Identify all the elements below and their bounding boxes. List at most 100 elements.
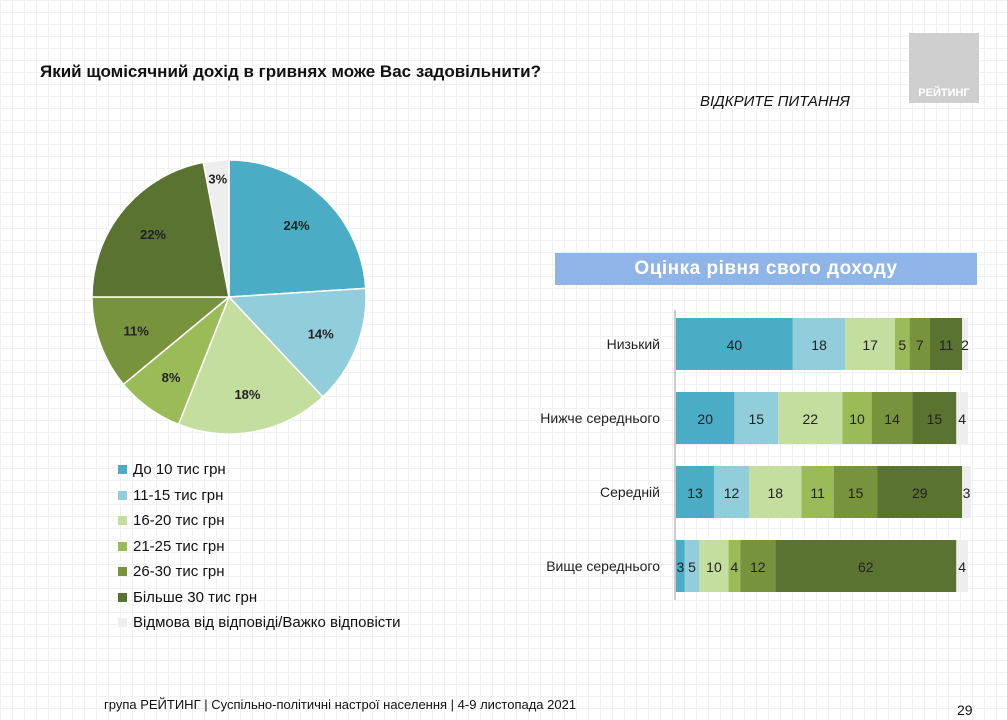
- legend-item: 26-30 тис грн: [118, 559, 401, 585]
- bar-segment: [713, 466, 749, 518]
- bar-data-label: 12: [750, 559, 766, 575]
- category-label: Середній: [600, 484, 660, 500]
- bar-data-label: 10: [849, 411, 865, 427]
- bar-chart-title: Оцінка рівня свого доходу: [555, 253, 977, 285]
- pie-data-label: 11%: [124, 323, 150, 338]
- pie-slice: [202, 159, 230, 298]
- footer-text: група РЕЙТИНГ | Суспільно-політичні наст…: [104, 697, 577, 712]
- bar-data-label: 4: [731, 559, 739, 575]
- bar-data-label: 15: [848, 485, 864, 501]
- legend-label: 26-30 тис грн: [133, 563, 225, 581]
- bar-segment: [740, 540, 776, 592]
- bar-segment: [842, 392, 872, 444]
- page-number: 29: [957, 702, 973, 718]
- legend-item: 11-15 тис грн: [118, 483, 401, 509]
- pie-data-label: 22%: [140, 227, 166, 242]
- bar-segment: [877, 466, 963, 518]
- bar-segment: [801, 466, 834, 518]
- legend-swatch: [118, 592, 127, 602]
- pie-data-label: 3%: [208, 171, 227, 186]
- legend-label: До 10 тис грн: [133, 461, 226, 479]
- bar-data-label: 15: [749, 411, 765, 427]
- bar-segment: [778, 392, 843, 444]
- bar-segment: [845, 318, 895, 370]
- pie-slice: [177, 295, 324, 435]
- bar-segment: [871, 392, 913, 444]
- bar-data-label: 7: [916, 337, 924, 353]
- bar-segment: [792, 318, 846, 370]
- pie-data-label: 8%: [162, 370, 181, 385]
- category-label: Нижче середнього: [540, 410, 660, 426]
- pie-slice: [91, 296, 232, 386]
- bar-data-label: 13: [687, 485, 703, 501]
- bar-data-label: 5: [688, 559, 696, 575]
- legend-swatch: [118, 618, 127, 628]
- bar-segment: [676, 540, 685, 592]
- bar-data-label: 62: [858, 559, 874, 575]
- bar-data-label: 14: [884, 411, 900, 427]
- legend-label: Відмова від відповіді/Важко відповісти: [133, 614, 401, 632]
- legend-item: 16-20 тис грн: [118, 508, 401, 534]
- category-label: Низький: [607, 336, 660, 352]
- bar-segment: [676, 466, 714, 518]
- bar-segment: [962, 466, 971, 518]
- bar-segment: [895, 318, 910, 370]
- legend-swatch: [118, 465, 127, 475]
- pie-slice: [91, 161, 230, 298]
- question-type: ВІДКРИТЕ ПИТАННЯ: [700, 93, 850, 110]
- bar-segment: [676, 392, 735, 444]
- bar-data-label: 2: [961, 337, 969, 353]
- pie-data-label: 14%: [308, 326, 334, 341]
- bar-segment: [962, 318, 968, 370]
- bar-segment: [912, 392, 957, 444]
- legend-swatch: [118, 567, 127, 577]
- legend-swatch: [118, 516, 127, 526]
- bar-data-label: 22: [803, 411, 819, 427]
- bar-data-label: 4: [958, 559, 966, 575]
- bar-segment: [930, 318, 963, 370]
- legend-item: Більше 30 тис грн: [118, 585, 401, 611]
- bar-data-label: 29: [912, 485, 928, 501]
- pie-slice: [227, 287, 367, 398]
- legend-label: 11-15 тис грн: [133, 486, 224, 504]
- pie-data-label: 24%: [284, 218, 310, 233]
- bar-segment: [956, 392, 968, 444]
- pie-legend: До 10 тис грн 11-15 тис грн 16-20 тис грн 2…: [118, 457, 401, 636]
- bar-segment: [833, 466, 878, 518]
- bar-data-label: 10: [706, 559, 722, 575]
- legend-label: 16-20 тис грн: [133, 512, 225, 530]
- pie-slice: [228, 159, 367, 298]
- bar-segment: [676, 318, 793, 370]
- page-title: Який щомісячний дохід в гривнях може Вас…: [40, 62, 542, 81]
- bar-segment: [749, 466, 802, 518]
- bar-data-label: 18: [811, 337, 827, 353]
- bar-segment: [699, 540, 729, 592]
- bar-segment: [684, 540, 700, 592]
- bar-segment: [728, 540, 741, 592]
- legend-swatch: [118, 490, 127, 500]
- bar-data-label: 12: [724, 485, 740, 501]
- bar-data-label: 20: [697, 411, 713, 427]
- legend-label: 21-25 тис грн: [133, 537, 225, 555]
- category-label: Вище середнього: [546, 558, 660, 574]
- pie-data-label: 18%: [234, 387, 260, 402]
- bar-segment: [909, 318, 931, 370]
- bar-data-label: 11: [939, 337, 954, 353]
- legend-item: До 10 тис грн: [118, 457, 401, 483]
- bar-data-label: 3: [963, 485, 971, 501]
- bar-data-label: 17: [862, 337, 878, 353]
- legend-label: Більше 30 тис грн: [133, 588, 258, 606]
- bar-segment: [956, 540, 968, 592]
- bar-data-label: 18: [767, 485, 783, 501]
- legend-item: Відмова від відповіді/Важко відповісти: [118, 610, 401, 636]
- bar-data-label: 15: [927, 411, 943, 427]
- legend-item: 21-25 тис грн: [118, 534, 401, 560]
- bar-data-label: 4: [958, 411, 966, 427]
- bar-data-label: 5: [898, 337, 906, 353]
- bar-data-label: 40: [727, 337, 743, 353]
- bar-segment: [734, 392, 779, 444]
- bar-data-label: 3: [676, 559, 684, 575]
- bar-segment: [775, 540, 957, 592]
- bar-data-label: 11: [810, 485, 825, 501]
